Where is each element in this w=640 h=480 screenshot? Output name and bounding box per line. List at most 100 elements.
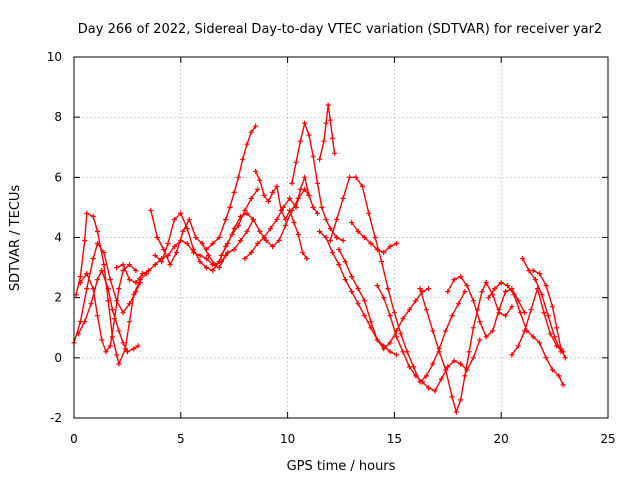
data-point [509, 352, 515, 358]
series-track-17 [349, 219, 400, 256]
data-point [490, 328, 496, 334]
data-point [310, 204, 316, 210]
data-point [293, 159, 299, 165]
data-point [107, 343, 113, 349]
data-point [282, 222, 289, 229]
data-point [387, 243, 393, 250]
x-axis: 0 5 10 15 20 25 [70, 57, 616, 446]
data-point [528, 307, 534, 313]
data-point [116, 286, 122, 292]
data-point [355, 228, 361, 235]
data-point [458, 361, 464, 367]
data-point [517, 310, 523, 316]
data-point [99, 268, 105, 274]
data-point [361, 234, 368, 241]
series-track-18 [374, 283, 483, 394]
data-point [314, 210, 321, 216]
data-point [498, 280, 504, 286]
data-point [387, 313, 393, 319]
data-point [413, 298, 419, 304]
data-point [334, 234, 340, 241]
data-point [218, 252, 224, 259]
data-point [105, 286, 111, 292]
data-point [180, 228, 186, 235]
data-point [197, 259, 203, 265]
data-point [257, 177, 263, 183]
series-trace [73, 242, 141, 344]
data-point [178, 210, 184, 216]
data-point [393, 334, 400, 340]
data-point [485, 295, 491, 301]
data-point [244, 141, 250, 147]
data-point [445, 364, 451, 370]
series-track-04 [77, 262, 139, 355]
data-point [306, 132, 312, 138]
data-point [297, 138, 303, 144]
data-point [287, 195, 293, 201]
data-point [530, 268, 536, 274]
data-point [374, 283, 380, 289]
data-point [430, 328, 436, 334]
data-point [242, 207, 248, 213]
data-point [242, 256, 248, 262]
data-point [263, 237, 269, 244]
data-point [323, 234, 329, 241]
data-point [393, 352, 400, 358]
data-point [94, 313, 101, 319]
data-point [297, 186, 303, 192]
data-point [184, 240, 190, 247]
data-point [282, 216, 289, 223]
data-point [329, 249, 336, 256]
data-point [295, 231, 301, 238]
data-point [165, 240, 171, 247]
data-point [349, 219, 355, 226]
chart-title: Day 266 of 2022, Sidereal Day-to-day VTE… [78, 22, 602, 37]
data-point [426, 385, 432, 391]
data-point [387, 340, 393, 346]
data-point [120, 262, 126, 268]
data-point [470, 355, 476, 361]
data-point [289, 180, 295, 186]
data-point [314, 180, 321, 186]
data-point [112, 316, 118, 322]
data-point [327, 225, 333, 232]
data-point [520, 256, 526, 262]
data-point [317, 228, 323, 235]
data-point [203, 246, 209, 253]
series-trace [419, 281, 513, 413]
data-point [359, 183, 365, 189]
data-point [381, 346, 387, 352]
x-tick-label: 5 [177, 432, 185, 446]
data-point [368, 319, 374, 325]
data-point [449, 394, 455, 400]
series-trace [75, 212, 148, 365]
grid-lines [74, 57, 608, 418]
data-point [88, 301, 94, 307]
data-point [173, 249, 180, 256]
data-point [84, 286, 90, 292]
data-point [84, 271, 90, 277]
data-point [323, 216, 329, 223]
data-point [250, 216, 256, 223]
data-point [253, 123, 259, 129]
data-point [349, 289, 355, 295]
data-point [278, 207, 284, 213]
data-point [120, 310, 126, 316]
data-point [253, 168, 259, 174]
data-point [152, 252, 158, 259]
data-point [342, 259, 348, 265]
data-point [184, 225, 190, 232]
data-point [353, 174, 359, 180]
data-point [216, 265, 222, 271]
data-point [235, 222, 242, 229]
series-track-06 [148, 207, 256, 268]
data-point [82, 319, 88, 325]
data-point [287, 207, 293, 213]
data-point [366, 210, 372, 216]
data-point [458, 274, 464, 280]
data-point [135, 343, 141, 349]
data-point [231, 225, 237, 232]
data-point [261, 234, 267, 241]
data-point [543, 283, 549, 289]
data-point [99, 337, 105, 343]
